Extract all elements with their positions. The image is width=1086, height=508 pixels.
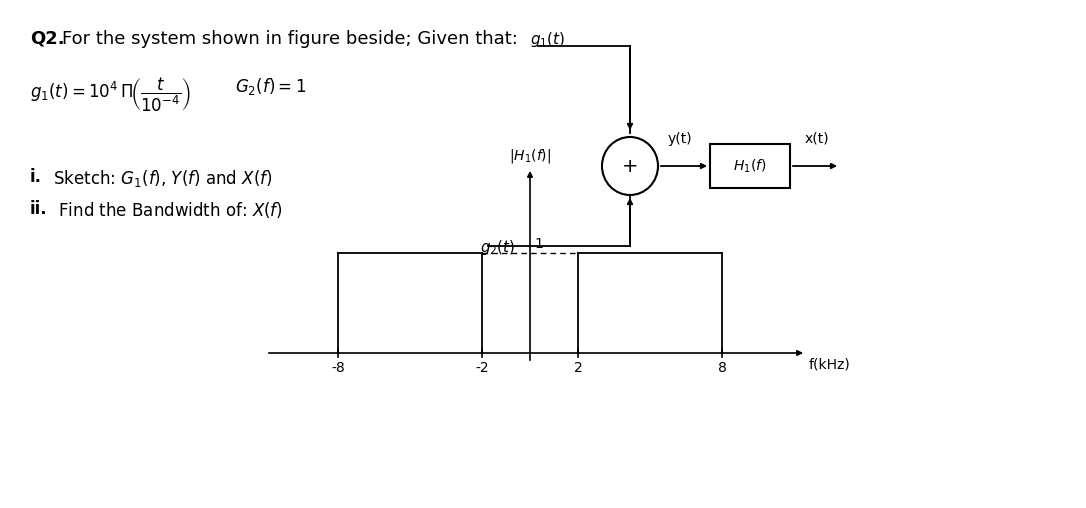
Text: y(t): y(t) (668, 132, 693, 146)
Text: 2: 2 (573, 361, 582, 375)
Text: $H_1(f)$: $H_1(f)$ (733, 157, 767, 175)
Text: i.: i. (30, 168, 42, 186)
Text: $|H_1(f)|$: $|H_1(f)|$ (509, 147, 551, 165)
Text: $G_2(f) = 1$: $G_2(f) = 1$ (235, 76, 306, 97)
Text: -8: -8 (331, 361, 345, 375)
Text: +: + (622, 156, 639, 175)
Text: ii.: ii. (30, 200, 48, 218)
Text: For the system shown in figure beside; Given that:: For the system shown in figure beside; G… (62, 30, 518, 48)
Text: -2: -2 (476, 361, 489, 375)
Text: Sketch: $G_1(f)$, $Y(f)$ and $X(f)$: Sketch: $G_1(f)$, $Y(f)$ and $X(f)$ (48, 168, 273, 189)
Text: 1: 1 (534, 237, 543, 251)
Text: f(kHz): f(kHz) (808, 357, 850, 371)
Text: Q2.: Q2. (30, 30, 65, 48)
Text: $g_1(t) = 10^4\,\Pi\!\left(\dfrac{t}{10^{-4}}\right)$: $g_1(t) = 10^4\,\Pi\!\left(\dfrac{t}{10^… (30, 76, 190, 114)
Text: $g_1(t)$: $g_1(t)$ (530, 30, 566, 49)
FancyBboxPatch shape (710, 144, 790, 188)
Text: Find the Bandwidth of: $X(f)$: Find the Bandwidth of: $X(f)$ (53, 200, 283, 220)
Text: $g_2(t)$: $g_2(t)$ (480, 238, 516, 257)
Text: x(t): x(t) (805, 132, 830, 146)
Text: 8: 8 (718, 361, 727, 375)
